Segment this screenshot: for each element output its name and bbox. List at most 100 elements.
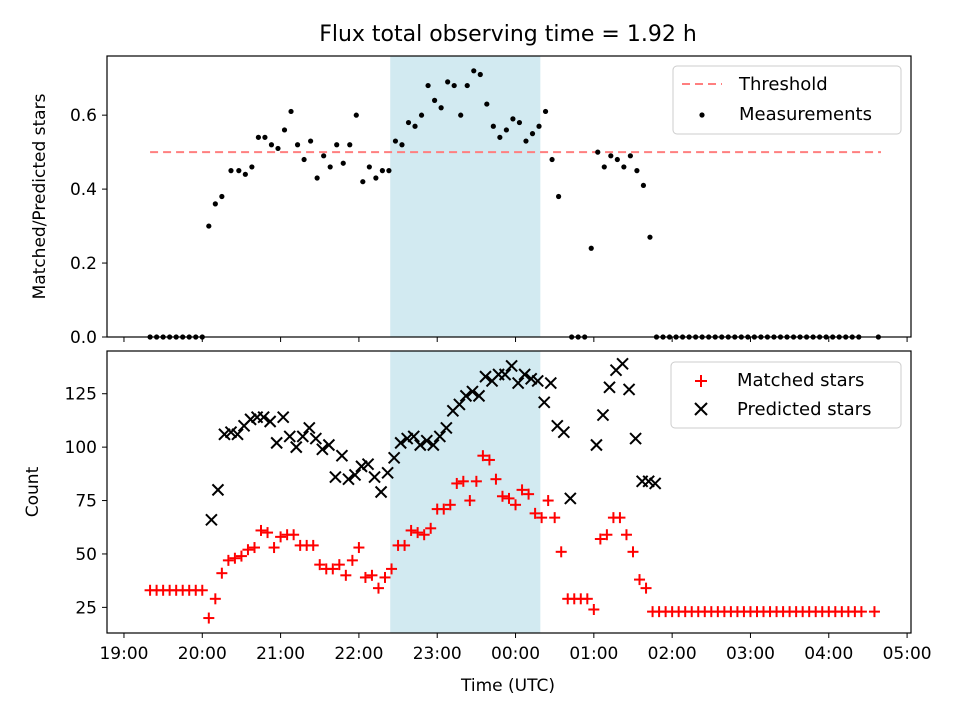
legend-predicted-swatch [694,402,708,416]
x-tick-label: 02:00 [648,644,697,664]
predicted-star-point [459,389,473,403]
y-tick-label-bottom: 125 [65,385,97,405]
matched-star-point [464,495,476,507]
legend-matched-swatch [695,375,707,387]
y-tick-label-bottom: 100 [65,438,97,458]
axis-ticks-bottom: 19:00 20:00 21:00 22:00 23:00 00:00 01:00 02:00… [65,385,932,664]
matched-star-point [196,584,208,596]
measurement-point [412,123,418,129]
measurement-point [405,119,412,126]
measurement-point [275,145,281,152]
predicted-star-point [303,421,316,435]
measurement-point [228,168,234,174]
measurement-point [347,142,353,148]
y-tick-label-top: 0.0 [70,328,97,348]
observing-window-shade-top [390,56,541,337]
axes-frame-bottom [106,350,912,634]
measurement-point [464,82,470,89]
y-tick-label-bottom: 50 [75,545,97,565]
matched-star-point [405,524,417,536]
x-tick-label: 21:00 [256,644,305,664]
matched-star-point [346,554,358,566]
measurement-point [219,193,225,200]
predicted-star-point [414,438,427,452]
predicted-star-point [518,368,531,381]
matched-star-point [353,542,365,554]
observing-window-shade-bottom [390,351,541,633]
predicted-star-point [276,411,290,424]
measurement-point [327,164,333,170]
matched-star-point [470,475,482,487]
measurement-point [249,164,255,170]
matched-star-point [359,571,371,583]
predicted-star-point [427,438,440,452]
matched-star-point [307,539,319,551]
measurement-point [549,156,555,163]
predicted-star-point [231,428,244,441]
predicted-star-point [361,458,375,471]
predicted-star-point [648,477,662,490]
matched-star-point [477,450,489,462]
predicted-star-point [472,389,486,403]
predicted-star-point [433,430,447,443]
predicted-star-point [479,370,492,383]
matched-star-point [444,499,456,511]
matched-star-point [588,604,600,615]
matched-star-point [229,552,241,564]
x-tick-label: 23:00 [413,644,462,664]
matched-star-point [457,475,469,487]
measurement-point [268,142,275,148]
measurement-point [366,164,372,170]
y-tick-label-bottom: 75 [75,492,97,512]
predicted-star-point [387,451,401,465]
measurement-point [445,79,451,85]
measurement-point [308,138,314,144]
measurement-point [510,116,516,122]
predicted-star-point [596,408,610,422]
matched-star-point [620,529,632,541]
predicted-star-point [531,374,544,388]
measurement-point [236,168,242,174]
measurement-point [614,156,620,163]
predicted-star-point [283,430,296,443]
measurement-point [438,105,444,111]
matched-star-point [594,533,606,545]
measurement-point [634,168,640,174]
x-tick-label: 19:00 [99,644,148,664]
measurement-point [536,123,542,129]
measurement-point [212,201,218,207]
x-tick-label: 05:00 [883,644,932,664]
measurement-point [588,245,594,251]
predicted-star-point [270,436,283,450]
predicted-star-point [544,376,557,390]
measurement-point [529,131,536,137]
predicted-star-point [381,466,394,479]
measurement-point [497,134,503,140]
matched-star-point [634,574,646,586]
legend-measurements-label: Measurements [739,104,872,125]
x-tick-label: 01:00 [569,644,618,664]
measurement-point [490,123,496,129]
predicted-star-point [505,359,518,373]
panel-counts: 19:00 20:00 21:00 22:00 23:00 00:00 01:00 02:00… [23,350,932,696]
matched-star-point [418,529,430,541]
matched-star-point [516,484,528,496]
measurement-point [555,193,562,200]
matched-star-point [503,492,515,504]
x-tick-label: 04:00 [804,644,853,664]
panel-ratio: 0.0 0.2 0.4 0.6 Matched/Predicted stars Thr… [30,55,912,348]
predicted-star-point [316,443,329,456]
predicted-star-point [453,398,466,411]
measurement-point [242,171,248,177]
x-tick-label: 00:00 [491,644,540,664]
matched-star-point [614,512,626,524]
matched-star-point [235,550,247,562]
measurement-point [516,119,523,126]
predicted-star-point [440,421,453,435]
measurement-point [262,134,268,140]
predicted-star-point [296,430,309,443]
measurement-point [432,97,438,103]
measurement-point [392,138,399,144]
matched-star-points [144,450,880,624]
y-axis-label-ratio: Matched/Predicted stars [30,93,50,299]
